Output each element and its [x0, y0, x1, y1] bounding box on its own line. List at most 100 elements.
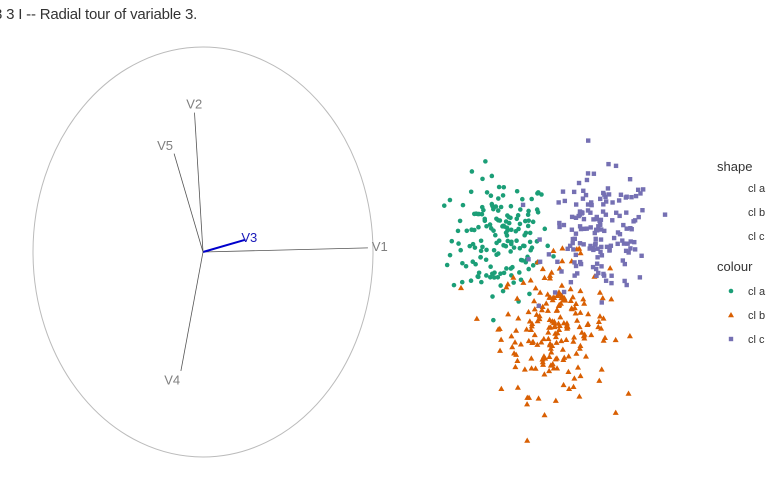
- point-cl-b: [596, 289, 603, 295]
- point-cl-c: [614, 210, 619, 215]
- point-cl-c: [572, 260, 577, 265]
- point-cl-c: [629, 194, 634, 200]
- point-cl-a: [529, 196, 534, 202]
- point-cl-c: [615, 230, 621, 235]
- point-cl-a: [479, 211, 485, 217]
- point-cl-c: [623, 248, 629, 254]
- point-cl-a: [487, 275, 493, 280]
- point-cl-a: [498, 271, 503, 276]
- point-cl-c: [599, 227, 604, 232]
- point-cl-c: [546, 252, 552, 257]
- point-cl-a: [468, 189, 474, 195]
- point-cl-b: [576, 323, 583, 330]
- point-cl-c: [536, 303, 541, 309]
- point-cl-b: [534, 318, 541, 324]
- point-cl-c: [588, 243, 593, 249]
- point-cl-c: [662, 212, 668, 217]
- point-cl-c: [581, 242, 586, 247]
- point-cl-b: [534, 341, 541, 347]
- point-cl-b: [541, 412, 548, 418]
- point-cl-c: [605, 186, 611, 191]
- point-cl-c: [585, 202, 591, 207]
- point-cl-b: [585, 310, 592, 317]
- point-cl-b: [557, 300, 564, 306]
- point-cl-a: [501, 243, 506, 248]
- point-cl-b: [532, 285, 539, 291]
- point-cl-b: [580, 333, 587, 339]
- point-cl-b: [523, 326, 530, 332]
- point-cl-b: [569, 294, 576, 300]
- point-cl-b: [576, 245, 583, 251]
- point-cl-c: [590, 264, 596, 270]
- point-cl-a: [500, 193, 506, 198]
- point-cl-b: [577, 250, 584, 256]
- point-cl-b: [541, 371, 548, 377]
- point-cl-c: [593, 241, 598, 246]
- point-cl-a: [517, 245, 523, 251]
- point-cl-b: [558, 282, 565, 288]
- point-cl-b: [525, 308, 532, 315]
- point-cl-a: [514, 238, 519, 243]
- point-cl-c: [557, 220, 562, 226]
- point-cl-b: [538, 339, 545, 345]
- series-cl-b: [458, 245, 633, 443]
- point-cl-a: [498, 283, 503, 288]
- point-cl-c: [615, 241, 620, 247]
- point-cl-c: [620, 258, 626, 263]
- point-cl-c: [621, 241, 627, 246]
- point-cl-b: [555, 289, 562, 295]
- point-cl-c: [595, 246, 600, 251]
- point-cl-c: [569, 214, 575, 220]
- point-cl-a: [444, 262, 450, 268]
- point-cl-c: [537, 259, 543, 264]
- point-cl-a: [525, 212, 531, 218]
- axis-line-v4: [180, 251, 204, 371]
- point-cl-b: [532, 365, 539, 371]
- point-cl-a: [478, 254, 483, 260]
- point-cl-a: [483, 257, 489, 263]
- point-cl-c: [603, 212, 609, 217]
- point-cl-b: [545, 335, 552, 342]
- legend-shape-label: cl b: [748, 207, 765, 219]
- point-cl-b: [538, 306, 545, 313]
- point-cl-c: [591, 171, 597, 176]
- point-cl-a: [496, 196, 501, 201]
- point-cl-b: [527, 277, 534, 283]
- point-cl-c: [560, 189, 566, 194]
- point-cl-a: [451, 282, 457, 288]
- point-cl-c: [598, 222, 603, 227]
- series-cl-a: [441, 159, 556, 323]
- point-cl-b: [598, 325, 605, 331]
- point-cl-b: [552, 397, 559, 403]
- point-cl-b: [529, 338, 536, 344]
- point-cl-c: [639, 253, 644, 258]
- point-cl-a: [523, 230, 529, 236]
- point-cl-c: [618, 192, 624, 197]
- point-cl-b: [560, 356, 567, 363]
- legend-shape-key-0: [728, 185, 734, 191]
- point-cl-a: [530, 219, 536, 225]
- point-cl-a: [493, 204, 499, 209]
- point-cl-c: [577, 224, 583, 229]
- point-cl-a: [472, 245, 478, 250]
- point-cl-a: [508, 249, 513, 254]
- point-cl-b: [473, 315, 480, 321]
- point-cl-b: [577, 309, 584, 315]
- point-cl-a: [478, 248, 484, 254]
- point-cl-b: [551, 323, 558, 330]
- point-cl-c: [537, 237, 542, 242]
- point-cl-b: [571, 304, 578, 311]
- point-cl-b: [565, 353, 572, 359]
- point-cl-a: [504, 266, 509, 271]
- point-cl-c: [608, 243, 614, 248]
- point-cl-b: [546, 353, 553, 359]
- point-cl-b: [595, 318, 602, 325]
- point-cl-b: [533, 311, 540, 317]
- point-cl-b: [582, 353, 589, 359]
- point-cl-c: [596, 270, 601, 276]
- point-cl-a: [480, 244, 485, 250]
- point-cl-a: [536, 190, 541, 196]
- point-cl-b: [577, 342, 584, 348]
- point-cl-b: [564, 324, 571, 330]
- point-cl-b: [573, 350, 580, 356]
